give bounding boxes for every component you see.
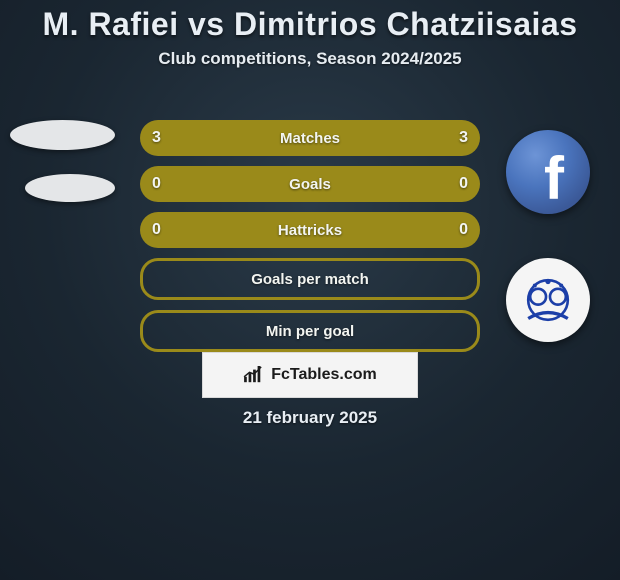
source-badge[interactable]: FcTables.com — [202, 352, 418, 398]
footer-date: 21 february 2025 — [0, 408, 620, 428]
facebook-icon: f — [506, 130, 590, 214]
page-subtitle: Club competitions, Season 2024/2025 — [0, 49, 620, 69]
player-badge-left-2 — [25, 174, 115, 202]
stat-value-right: 0 — [459, 221, 468, 239]
stat-row: Goals 0 0 — [140, 166, 480, 202]
bar-chart-icon — [243, 366, 265, 384]
stat-label: Matches — [280, 130, 340, 147]
facebook-f-glyph: f — [544, 144, 564, 213]
stat-row: Matches 3 3 — [140, 120, 480, 156]
stat-label: Goals — [289, 176, 331, 193]
stat-value-right: 0 — [459, 175, 468, 193]
source-label: FcTables.com — [271, 366, 377, 384]
stat-value-left: 0 — [152, 221, 161, 239]
page-title: M. Rafiei vs Dimitrios Chatziisaias — [0, 0, 620, 43]
stat-value-left: 3 — [152, 129, 161, 147]
club-logo-icon — [506, 258, 590, 342]
stat-row: Min per goal — [140, 310, 480, 352]
stat-row: Hattricks 0 0 — [140, 212, 480, 248]
stat-value-left: 0 — [152, 175, 161, 193]
club-badge-right — [506, 258, 590, 342]
stat-value-right: 3 — [459, 129, 468, 147]
stat-label: Hattricks — [278, 222, 342, 239]
player-badge-left-1 — [10, 120, 115, 150]
stats-list: Matches 3 3 Goals 0 0 Hattricks 0 0 Goals per mat… — [140, 120, 480, 362]
stat-label: Goals per match — [251, 271, 369, 288]
stat-label: Min per goal — [266, 323, 354, 340]
stat-row: Goals per match — [140, 258, 480, 300]
comparison-infographic: M. Rafiei vs Dimitrios Chatziisaias Club… — [0, 0, 620, 580]
facebook-badge[interactable]: f — [506, 130, 590, 214]
